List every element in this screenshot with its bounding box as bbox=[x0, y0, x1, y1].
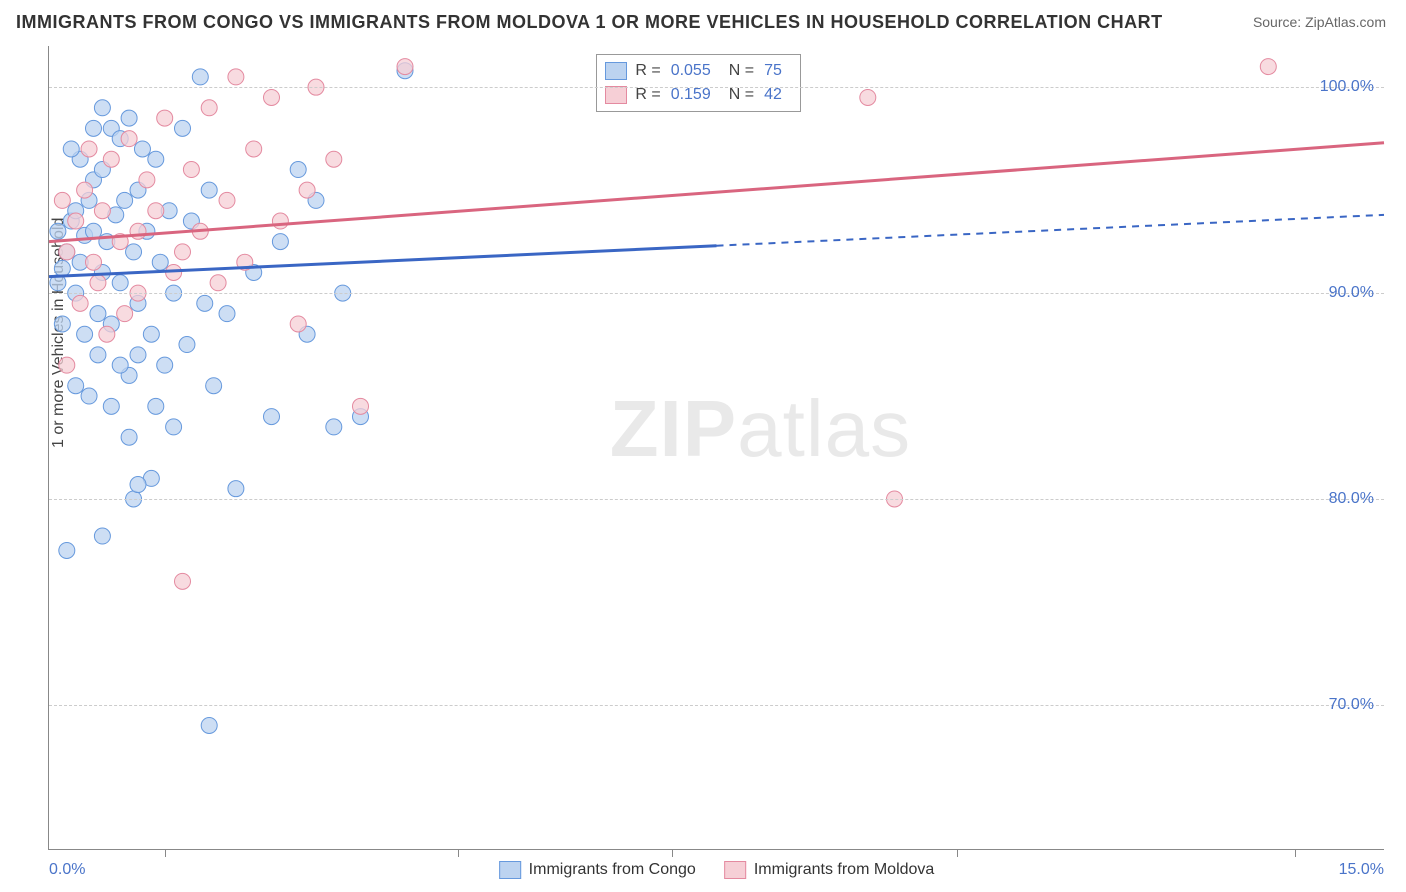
gridline bbox=[49, 87, 1384, 88]
legend-bottom-swatch-0 bbox=[499, 861, 521, 879]
gridline bbox=[49, 499, 1384, 500]
legend-stats-row-0: R = 0.055 N = 75 bbox=[605, 59, 792, 83]
chart-svg bbox=[49, 46, 1384, 849]
legend-item-0: Immigrants from Congo bbox=[499, 861, 696, 879]
legend-label-0: Immigrants from Congo bbox=[529, 861, 696, 879]
legend-series: Immigrants from Congo Immigrants from Mo… bbox=[499, 861, 935, 879]
legend-bottom-swatch-1 bbox=[724, 861, 746, 879]
r-label: R = bbox=[635, 86, 660, 104]
xtick bbox=[672, 849, 673, 857]
ytick-label: 100.0% bbox=[1320, 78, 1374, 96]
r-value-0: 0.055 bbox=[671, 62, 711, 80]
gridline bbox=[49, 705, 1384, 706]
gridline bbox=[49, 293, 1384, 294]
n-label: N = bbox=[729, 86, 754, 104]
legend-label-1: Immigrants from Moldova bbox=[754, 861, 935, 879]
n-value-1: 42 bbox=[764, 86, 782, 104]
xtick bbox=[957, 849, 958, 857]
plot-area: 1 or more Vehicles in Household ZIPatlas… bbox=[48, 46, 1384, 850]
r-value-1: 0.159 bbox=[671, 86, 711, 104]
legend-swatch-0 bbox=[605, 62, 627, 80]
ytick-label: 80.0% bbox=[1329, 490, 1374, 508]
xtick bbox=[1295, 849, 1296, 857]
xtick-label: 15.0% bbox=[1339, 861, 1384, 879]
chart-title: IMMIGRANTS FROM CONGO VS IMMIGRANTS FROM… bbox=[16, 12, 1163, 33]
legend-stats: R = 0.055 N = 75 R = 0.159 N = 42 bbox=[596, 54, 801, 112]
n-value-0: 75 bbox=[764, 62, 782, 80]
xtick bbox=[165, 849, 166, 857]
legend-item-1: Immigrants from Moldova bbox=[724, 861, 935, 879]
n-label: N = bbox=[729, 62, 754, 80]
r-label: R = bbox=[635, 62, 660, 80]
legend-swatch-1 bbox=[605, 86, 627, 104]
ytick-label: 70.0% bbox=[1329, 696, 1374, 714]
source-label: Source: ZipAtlas.com bbox=[1253, 14, 1386, 30]
xtick bbox=[458, 849, 459, 857]
ytick-label: 90.0% bbox=[1329, 284, 1374, 302]
xtick-label: 0.0% bbox=[49, 861, 85, 879]
